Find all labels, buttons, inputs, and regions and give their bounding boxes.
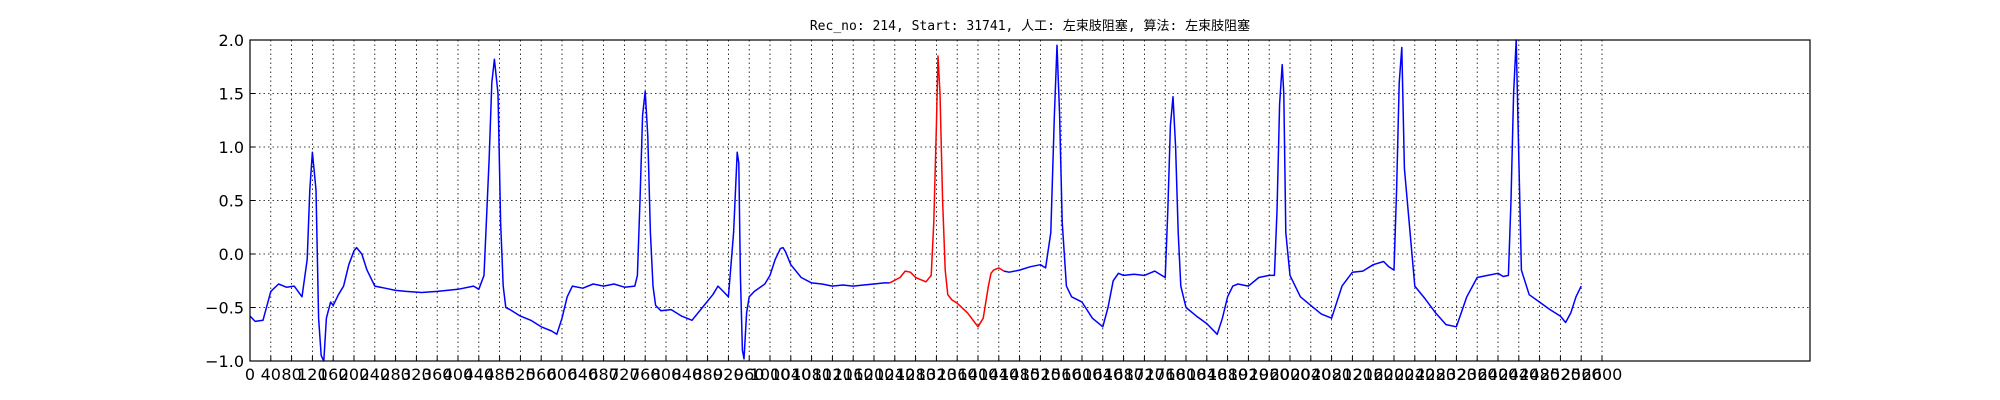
x-tick-label: 2080 [1311,365,1352,384]
y-tick-label: 0.0 [219,245,244,264]
x-tick-label: 1600 [1062,365,1103,384]
x-tick-label: 2600 [1582,365,1623,384]
x-tick-label: 560 [526,365,557,384]
x-tick-label: 1520 [1020,365,1061,384]
x-tick-label: 2480 [1519,365,1560,384]
x-tick-label: 680 [588,365,619,384]
x-tick-label: 280 [380,365,411,384]
x-tick-label: 1160 [833,365,874,384]
y-tick-label: 0.5 [219,192,244,211]
x-tick-label: 2120 [1332,365,1373,384]
x-tick-label: 320 [401,365,432,384]
x-tick-label: 1920 [1228,365,1269,384]
x-tick-label: 1480 [999,365,1040,384]
horizontal-grid [250,93,1810,308]
x-tick-label: 2520 [1540,365,1581,384]
x-tick-label: 600 [547,365,578,384]
x-tick-label: 0 [245,365,255,384]
x-tick-label: 960 [734,365,765,384]
x-tick-label: 1000 [750,365,791,384]
x-tick-label: 1760 [1145,365,1186,384]
x-tick-label: 1880 [1207,365,1248,384]
x-tick-label: 1240 [874,365,915,384]
x-tick-label: 2440 [1498,365,1539,384]
x-tick-label: 240 [360,365,391,384]
x-tick-label: 120 [297,365,328,384]
y-tick-label: −0.5 [205,299,244,318]
x-tick-label: 440 [464,365,495,384]
x-tick-label: 840 [672,365,703,384]
x-tick-label: 1360 [937,365,978,384]
ecg-signal-line [1003,39,1582,336]
x-tick-label: 1120 [812,365,853,384]
x-tick-label: 2000 [1270,365,1311,384]
x-tick-label: 1320 [916,365,957,384]
x-tick-label: 400 [443,365,474,384]
x-tick-label: 760 [630,365,661,384]
x-tick-label: 1840 [1186,365,1227,384]
x-tick-label: 1720 [1124,365,1165,384]
y-tick-label: 1.0 [219,138,244,157]
x-axis: 0 40 8012016020024028032036040044048052056… [245,356,1622,384]
y-axis: −1.0 −0.5 0.0 0.5 1.0 1.5 2.0 [205,31,255,371]
y-tick-label: 2.0 [219,31,244,50]
x-tick-label: 480 [484,365,515,384]
y-tick-label: 1.5 [219,85,244,104]
x-tick-label: 2360 [1457,365,1498,384]
x-tick-label: 1960 [1249,365,1290,384]
x-tick-label: 80 [281,365,301,384]
x-tick-label: 720 [609,365,640,384]
x-tick-label: 1800 [1166,365,1207,384]
highlighted-beat-line [889,55,1005,328]
ecg-signal-line [249,58,890,362]
x-tick-label: 2040 [1290,365,1331,384]
x-tick-label: 920 [713,365,744,384]
x-tick-label: 1200 [854,365,895,384]
x-tick-label: 1560 [1041,365,1082,384]
x-tick-label: 160 [318,365,349,384]
x-tick-label: 1080 [791,365,832,384]
x-tick-label: 360 [422,365,453,384]
x-tick-label: 800 [651,365,682,384]
x-tick-label: 1640 [1082,365,1123,384]
x-tick-label: 2400 [1478,365,1519,384]
x-tick-label: 40 [261,365,281,384]
x-tick-label: 640 [568,365,599,384]
x-tick-label: 1280 [895,365,936,384]
x-tick-label: 1440 [978,365,1019,384]
x-tick-label: 200 [339,365,370,384]
y-tick-label: −1.0 [205,352,244,371]
x-tick-label: 1680 [1103,365,1144,384]
x-tick-label: 1400 [958,365,999,384]
x-tick-label: 2240 [1394,365,1435,384]
x-tick-label: 2280 [1415,365,1456,384]
x-tick-label: 2200 [1374,365,1415,384]
x-tick-label: 2560 [1561,365,1602,384]
x-tick-label: 2160 [1353,365,1394,384]
x-tick-label: 2320 [1436,365,1477,384]
x-tick-label: 880 [692,365,723,384]
series-layer [249,39,1582,362]
x-tick-label: 1040 [770,365,811,384]
x-tick-label: 520 [505,365,536,384]
chart-title: Rec_no: 214, Start: 31741, 人工: 左束肢阻塞, 算法… [810,18,1250,34]
